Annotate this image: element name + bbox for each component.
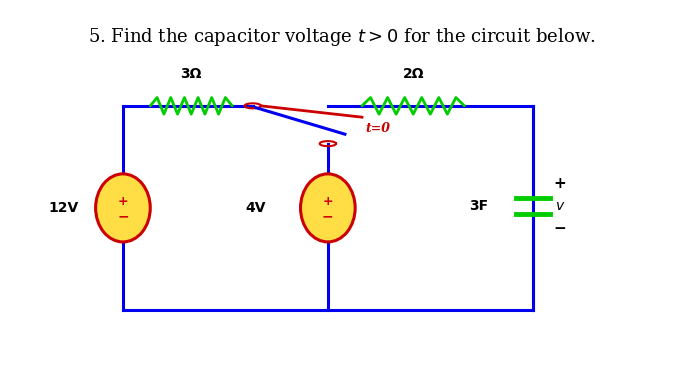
Ellipse shape: [301, 174, 355, 242]
Ellipse shape: [96, 174, 150, 242]
Text: 5. Find the capacitor voltage $t > 0$ for the circuit below.: 5. Find the capacitor voltage $t > 0$ fo…: [87, 26, 596, 48]
Text: +: +: [117, 195, 128, 208]
Text: −: −: [322, 209, 334, 223]
Text: +: +: [322, 195, 333, 208]
Text: 2Ω: 2Ω: [402, 67, 424, 81]
Text: 4V: 4V: [246, 201, 266, 215]
Text: 12V: 12V: [48, 201, 79, 215]
Text: −: −: [117, 209, 129, 223]
Text: 3F: 3F: [469, 199, 488, 213]
Text: t=0: t=0: [365, 122, 391, 135]
Text: v: v: [556, 199, 564, 213]
Text: 3Ω: 3Ω: [180, 67, 202, 81]
Text: +: +: [554, 176, 566, 191]
Text: −: −: [554, 221, 566, 236]
